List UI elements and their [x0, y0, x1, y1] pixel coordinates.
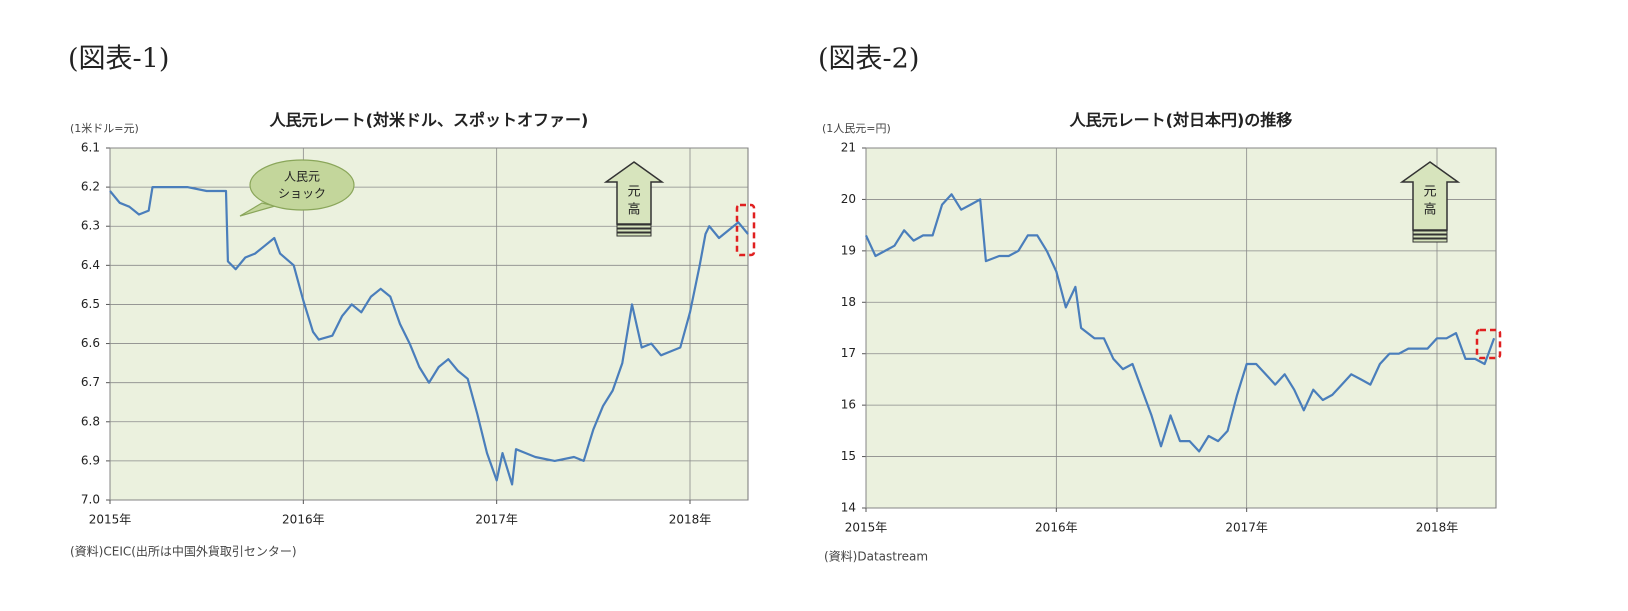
y-tick-label: 6.2: [81, 180, 100, 194]
y-tick-label: 7.0: [81, 493, 100, 507]
up-arrow: [603, 161, 665, 225]
arrow-stripe: [1412, 238, 1448, 243]
x-tick-label: 2017年: [475, 513, 518, 527]
data-line: [109, 186, 749, 486]
highlight-box: [735, 203, 756, 257]
figure-label: (図表-1): [68, 44, 169, 75]
y-tick-label: 16: [841, 398, 856, 412]
plot-area: [865, 147, 1497, 509]
x-tick-label: 2018年: [669, 513, 712, 527]
source-note: (資料)Datastream: [824, 550, 928, 564]
y-tick-label: 6.5: [81, 297, 100, 311]
y-tick-label: 6.8: [81, 414, 100, 428]
y-tick-label: 6.1: [81, 141, 100, 155]
x-tick-label: 2016年: [282, 513, 325, 527]
callout-text: 人民元: [284, 170, 320, 184]
arrow-stripe: [616, 228, 652, 233]
y-tick-label: 18: [841, 295, 856, 309]
y-tick-label: 19: [841, 243, 856, 257]
arrow-stripe: [616, 232, 652, 237]
y-tick-label: 14: [841, 501, 856, 515]
chart-panel: (図表-2) 人民元レート(対日本円)の推移 (1人民元=円) (資料)Datastr…: [818, 44, 1502, 564]
callout-bubble: [249, 159, 355, 211]
y-tick-label: 20: [841, 192, 856, 206]
arrow-stripe: [1412, 230, 1448, 235]
arrow-stripe: [1412, 234, 1448, 239]
y-tick-label: 17: [841, 346, 856, 360]
y-axis-unit: (1人民元=円): [822, 122, 891, 135]
x-tick-label: 2015年: [89, 513, 132, 527]
y-tick-label: 15: [841, 449, 856, 463]
arrow-label: 高: [627, 202, 640, 218]
chart-title: 人民元レート(対日本円)の推移: [1069, 111, 1293, 130]
highlight-box: [1475, 328, 1502, 360]
y-tick-label: 6.6: [81, 336, 100, 350]
x-tick-label: 2016年: [1035, 521, 1078, 535]
callout-text: ショック: [278, 187, 326, 201]
y-tick-label: 6.9: [81, 453, 100, 467]
data-line: [865, 193, 1496, 453]
x-tick-label: 2017年: [1225, 521, 1268, 535]
arrow-stripe: [616, 224, 652, 229]
plot-area: [109, 147, 749, 501]
y-tick-label: 21: [841, 141, 856, 155]
y-tick-label: 6.4: [81, 258, 100, 272]
chart-title: 人民元レート(対米ドル、スポットオファー): [269, 111, 589, 130]
chart-panel: (図表-1) 人民元レート(対米ドル、スポットオファー) (1米ドル=元) (資料)C…: [68, 44, 756, 559]
arrow-label: 元: [627, 185, 640, 200]
up-arrow: [1399, 161, 1461, 231]
y-tick-label: 6.7: [81, 375, 100, 389]
y-tick-label: 6.3: [81, 219, 100, 233]
arrow-label: 高: [1423, 202, 1436, 218]
figure-label: (図表-2): [818, 44, 919, 75]
x-tick-label: 2015年: [845, 521, 888, 535]
source-note: (資料)CEIC(出所は中国外貨取引センター): [70, 544, 297, 559]
arrow-label: 元: [1423, 185, 1436, 200]
y-axis-unit: (1米ドル=元): [70, 122, 139, 135]
x-tick-label: 2018年: [1416, 521, 1459, 535]
